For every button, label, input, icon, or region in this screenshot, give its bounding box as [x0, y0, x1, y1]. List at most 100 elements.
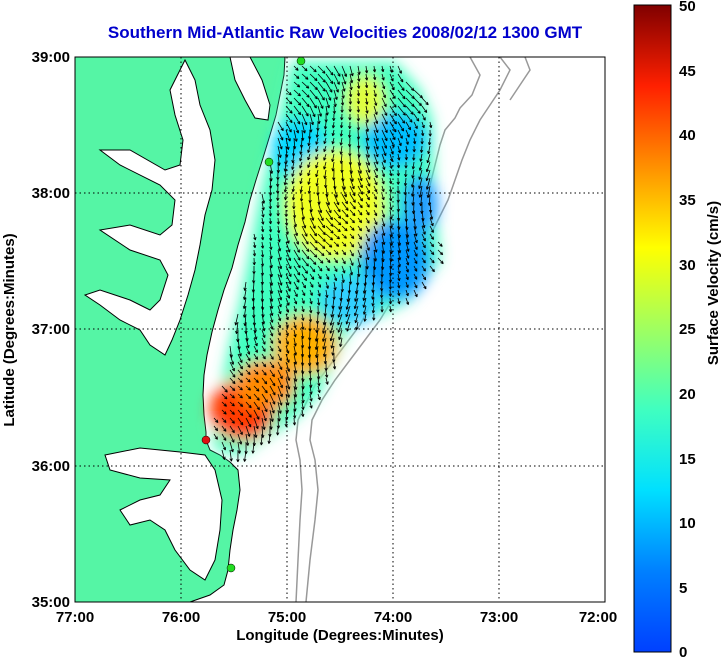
x-axis-label: Longitude (Degrees:Minutes): [236, 627, 444, 644]
velocity-arrow: [397, 145, 401, 154]
velocity-arrow: [389, 193, 393, 202]
velocity-arrow: [381, 233, 386, 246]
velocity-arrow: [332, 113, 336, 121]
velocity-arrow: [315, 129, 319, 138]
velocity-arrow: [322, 321, 327, 334]
velocity-arrow: [323, 161, 327, 170]
velocity-arrow: [237, 345, 242, 357]
velocity-arrow: [301, 113, 308, 126]
velocity-arrow: [293, 73, 300, 79]
velocity-arrow: [317, 217, 326, 229]
velocity-arrow: [293, 289, 298, 298]
velocity-arrow: [229, 353, 235, 365]
velocity-arrow: [213, 417, 219, 423]
colorbar-tick: 45: [679, 63, 696, 80]
velocity-arrow: [405, 121, 411, 131]
velocity-arrow: [317, 377, 321, 387]
velocity-arrow: [397, 281, 401, 289]
velocity-arrow: [245, 433, 250, 446]
velocity-arrow: [261, 345, 266, 352]
velocity-arrow: [229, 449, 233, 462]
velocity-arrow: [309, 65, 317, 73]
velocity-arrow: [348, 113, 352, 121]
velocity-arrow: [301, 289, 306, 297]
velocity-arrow: [301, 273, 307, 282]
velocity-arrow: [307, 177, 311, 185]
velocity-arrow: [421, 249, 426, 256]
velocity-arrow: [341, 185, 347, 198]
velocity-arrow: [418, 177, 423, 189]
velocity-arrow: [381, 97, 387, 108]
velocity-arrow: [331, 129, 335, 137]
velocity-arrow: [348, 129, 352, 138]
velocity-arrow: [341, 273, 345, 283]
velocity-arrow: [373, 241, 378, 253]
velocity-arrow: [245, 337, 250, 349]
velocity-arrow: [373, 113, 379, 125]
velocity-arrow: [333, 65, 341, 77]
velocity-arrow: [373, 201, 377, 208]
velocity-arrow: [396, 169, 400, 177]
velocity-arrow: [293, 225, 298, 237]
y-axis-ticks: 39:00 38:00 37:00 36:00 35:00: [32, 49, 70, 611]
velocity-arrow: [372, 65, 377, 73]
velocity-arrow: [221, 449, 226, 460]
velocity-arrow: [362, 289, 367, 301]
velocity-arrow: [277, 321, 281, 329]
velocity-arrow: [397, 289, 401, 297]
velocity-arrow: [389, 209, 393, 220]
velocity-arrow: [299, 153, 303, 162]
velocity-arrow: [285, 369, 291, 381]
velocity-arrow: [277, 401, 282, 414]
velocity-arrow: [413, 265, 418, 272]
velocity-arrow: [277, 329, 281, 336]
velocity-arrow: [397, 81, 405, 91]
velocity-arrow: [373, 89, 377, 97]
velocity-arrow: [357, 209, 363, 216]
velocity-arrow: [346, 321, 351, 332]
velocity-arrow: [259, 433, 264, 446]
velocity-arrow: [412, 153, 416, 161]
velocity-arrow: [364, 81, 369, 89]
velocity-arrow: [301, 401, 305, 410]
velocity-arrow: [341, 65, 347, 77]
velocity-arrow: [301, 233, 309, 245]
velocity-arrow: [301, 105, 309, 117]
velocity-arrow: [421, 281, 427, 290]
velocity-arrow: [333, 265, 338, 273]
velocity-arrow: [331, 137, 335, 145]
velocity-arrow: [269, 393, 276, 405]
velocity-arrow: [229, 385, 236, 392]
velocity-arrow: [309, 385, 313, 395]
velocity-arrow: [365, 105, 369, 114]
colorbar-ticks: 50 45 40 35 30 25 20 15 10 5 0: [679, 0, 696, 659]
velocity-arrow: [413, 225, 418, 237]
velocity-arrow: [333, 281, 337, 291]
velocity-arrow: [234, 313, 239, 326]
velocity-arrow: [277, 241, 282, 252]
velocity-arrow: [426, 185, 431, 199]
velocity-arrow: [404, 169, 408, 178]
velocity-arrow: [293, 265, 301, 276]
velocity-arrow: [299, 177, 303, 185]
velocity-arrow: [309, 401, 313, 409]
velocity-arrow: [373, 137, 379, 150]
field-north-blue: [363, 112, 427, 168]
velocity-arrow: [341, 249, 347, 256]
velocity-arrow: [381, 105, 388, 116]
velocity-arrow: [341, 217, 349, 225]
velocity-arrow: [405, 249, 410, 259]
velocity-arrow: [357, 217, 363, 224]
velocity-arrow: [269, 321, 274, 330]
velocity-arrow: [397, 121, 405, 132]
velocity-arrow: [325, 241, 333, 248]
velocity-arrow: [404, 162, 408, 169]
colorbar-tick: 20: [679, 386, 696, 403]
velocity-arrow: [330, 337, 335, 349]
velocity-arrow: [242, 297, 247, 310]
velocity-arrow: [285, 121, 292, 133]
velocity-arrow: [285, 113, 293, 124]
velocity-arrow: [325, 257, 331, 264]
velocity-arrow: [268, 233, 273, 241]
velocity-arrow: [325, 105, 329, 116]
